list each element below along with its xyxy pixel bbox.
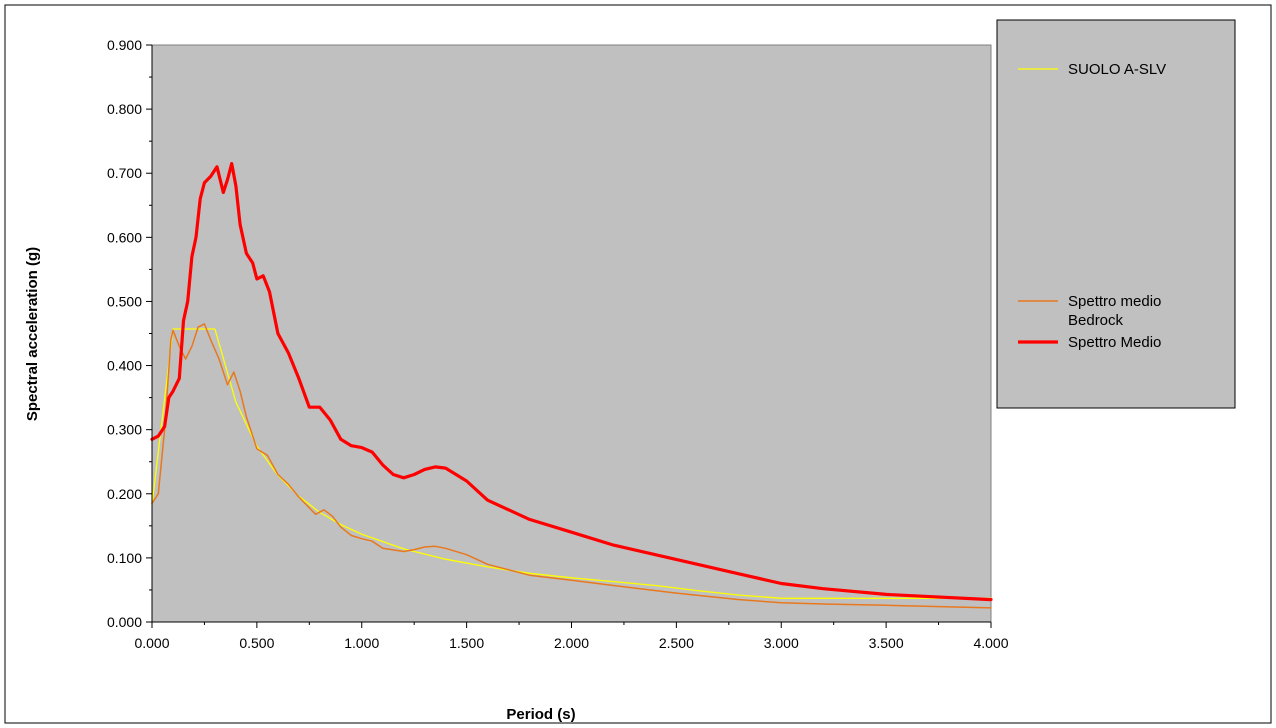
y-tick-label: 0.800 <box>107 101 142 117</box>
y-axis-label: Spectral acceleration (g) <box>24 247 41 421</box>
series-line-1 <box>151 328 992 599</box>
y-tick-label: 0.100 <box>107 550 142 566</box>
y-tick-label: 0.500 <box>107 293 142 309</box>
y-tick-label: 0.300 <box>107 422 142 438</box>
y-tick-label: 0.000 <box>107 614 142 630</box>
x-tick-label: 1.500 <box>449 635 484 651</box>
y-tick-label: 0.400 <box>107 358 142 374</box>
ticks: 0.000 0.100 0.200 0.300 0.400 0.500 0.600 0.700… <box>107 37 1009 651</box>
y-tick-label: 0.600 <box>107 229 142 245</box>
series-line-3 <box>150 162 993 602</box>
plot-area <box>151 44 992 623</box>
x-tick-label: 4.000 <box>973 635 1008 651</box>
x-tick-label: 2.500 <box>659 635 694 651</box>
y-tick-label: 0.700 <box>107 165 142 181</box>
legend-entry-2: Spettro medio Bedrock <box>1018 293 1161 329</box>
legend-label: SUOLO A-SLV <box>1068 61 1166 78</box>
y-tick-label: 0.200 <box>107 486 142 502</box>
y-tick-label: 0.900 <box>107 37 142 53</box>
legend-items: SUOLO A-SLV Spettro medio Bedrock Spettro M… <box>1018 61 1166 351</box>
x-tick-label: 2.000 <box>554 635 589 651</box>
series-layer <box>150 162 993 609</box>
legend-label: Spettro Medio <box>1068 334 1161 351</box>
x-tick-label: 3.000 <box>764 635 799 651</box>
x-tick-label: 1.000 <box>344 635 379 651</box>
x-tick-label: 0.500 <box>239 635 274 651</box>
x-axis-label: Period (s) <box>506 706 575 723</box>
legend: SUOLO A-SLV Spettro medio Bedrock Spettro M… <box>996 19 1236 409</box>
series-line-2 <box>151 323 992 609</box>
x-tick-label: 3.500 <box>869 635 904 651</box>
x-tick-label: 0.000 <box>134 635 169 651</box>
legend-entry-3: Spettro Medio <box>1018 334 1161 351</box>
legend-entry-1: SUOLO A-SLV <box>1018 61 1166 78</box>
legend-label: Spettro medio Bedrock <box>1068 293 1161 329</box>
